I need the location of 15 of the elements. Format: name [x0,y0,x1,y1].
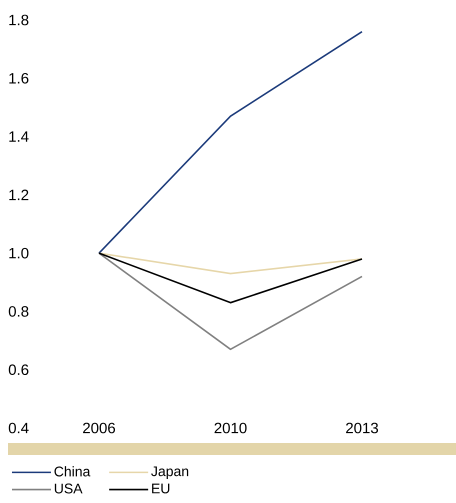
y-tick-label: 1.4 [9,131,29,142]
y-tick-label: 0.4 [8,422,29,434]
y-tick-label: 0.6 [8,364,28,376]
legend-label: Japan [151,466,188,479]
y-tick-label: 1.2 [9,190,28,200]
x-tick-label: 2006 [83,422,116,434]
legend-label: USA [54,484,83,494]
y-tick-label: 0.8 [8,306,28,317]
legend-label: China [54,466,90,476]
x-tick-label: 2013 [346,422,378,434]
x-tick-label: 2010 [214,422,247,434]
legend-label: EU [152,484,170,494]
y-tick-label: 1.6 [9,72,28,84]
y-tick-label: 1.8 [9,14,28,26]
y-tick-label: 1.0 [9,248,28,258]
